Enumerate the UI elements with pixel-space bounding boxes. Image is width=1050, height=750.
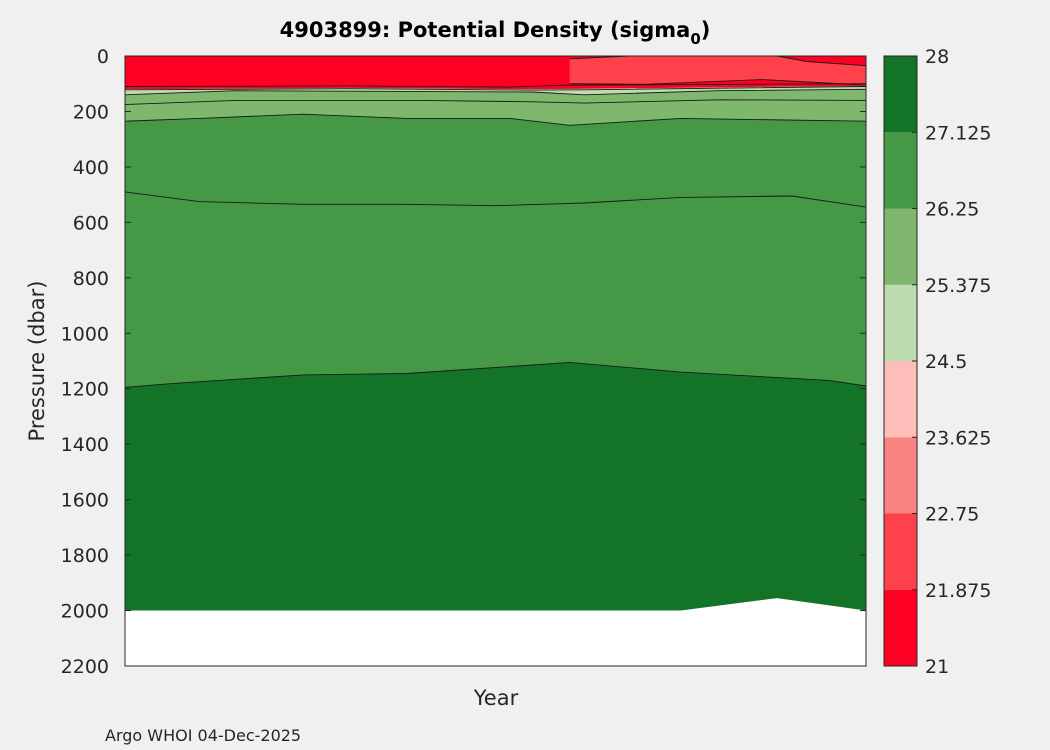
y-tick-label: 1600 [61,490,109,512]
y-tick-label: 800 [73,268,109,290]
colorbar-block [884,437,917,514]
y-axis-label: Pressure (dbar) [25,281,49,442]
colorbar-tick-label: 26.25 [925,199,979,221]
y-tick-label: 400 [73,157,109,179]
colorbar-tick-label: 28 [925,46,949,68]
region-surface-light [569,56,866,86]
y-tick-label: 1200 [61,379,109,401]
y-tick-label: 1000 [61,323,109,345]
region-mixed-layer-transition [125,85,866,95]
colorbar-block [884,56,917,133]
x-axis-label: Year [473,686,519,710]
colorbar-ticks: 28 27.125 26.25 25.375 24.5 23.625 22.75 21.875… [912,46,991,678]
y-tick-label: 200 [73,101,109,123]
chart-title: 4903899: Potential Density (sigma0) [280,18,711,48]
plot-frame [124,55,867,667]
contour-line [124,83,867,88]
y-tick-label: 600 [73,212,109,234]
contour-line [124,113,867,126]
contour-line [124,99,867,105]
colorbar-tick-label: 21.875 [925,580,991,602]
colorbar-block [884,513,917,590]
colorbar-blocks [884,56,917,666]
contour-line [124,191,867,208]
colorbar-block [884,361,917,438]
region-upper-thermocline [125,89,866,126]
colorbar-tick-label: 27.125 [925,122,991,144]
colorbar-block [884,589,917,666]
colorbar-block [884,284,917,361]
y-tick-label: 1800 [61,545,109,567]
colorbar-tick-label: 21 [925,656,949,678]
y-tick-label: 1400 [61,434,109,456]
colorbar-tick-label: 23.625 [925,427,991,449]
contour-fill-layer [125,56,866,611]
colorbar-block [884,132,917,209]
contour-line [124,86,867,91]
contour-line-layer [124,55,867,388]
colorbar-block [884,208,917,285]
colorbar-tick-label: 24.5 [925,351,967,373]
y-axis: 0 200 400 600 800 1000 1200 1400 1600 1800 2000 220… [61,46,866,678]
contour-line [124,88,867,96]
contour-line [124,361,867,388]
plot-area [124,55,867,667]
contour-line [569,79,867,86]
y-tick-label: 2200 [61,656,109,678]
region-deep-water [125,362,866,611]
region-intermediate-water [125,114,866,388]
colorbar-tick-label: 25.375 [925,275,991,297]
colorbar-tick-label: 22.75 [925,504,979,526]
y-tick-label: 2000 [61,601,109,623]
contour-line [777,55,867,67]
y-tick-label: 0 [97,46,109,68]
footer-credit: Argo WHOI 04-Dec-2025 [105,726,301,745]
colorbar: 28 27.125 26.25 25.375 24.5 23.625 22.75 21.875… [883,46,991,678]
